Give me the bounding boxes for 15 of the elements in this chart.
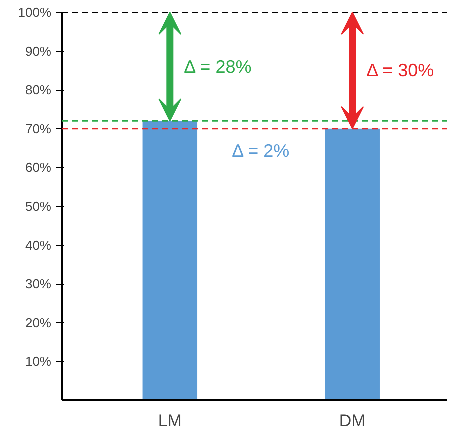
y-tick-label: 90%: [25, 44, 52, 59]
y-tick-label: 20%: [25, 315, 52, 330]
y-tick-label: 30%: [25, 276, 52, 292]
y-tick-label: 80%: [25, 82, 52, 98]
y-tick-label: 50%: [25, 199, 52, 214]
annotation: Δ = 28%: [184, 56, 252, 77]
annotation: Δ = 30%: [366, 60, 434, 81]
y-tick-label: 70%: [25, 121, 52, 136]
x-tick-label: LM: [158, 412, 182, 430]
y-tick-label: 10%: [25, 354, 52, 370]
annotation: Δ = 2%: [232, 140, 290, 161]
y-tick-label: 60%: [25, 160, 52, 176]
y-tick-label: 100%: [18, 5, 52, 20]
y-tick-label: 40%: [25, 238, 52, 253]
x-tick-label: DM: [339, 412, 366, 430]
